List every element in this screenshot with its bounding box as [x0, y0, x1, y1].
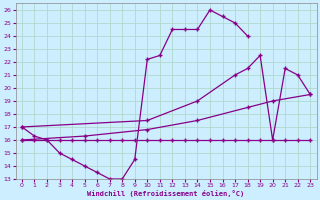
X-axis label: Windchill (Refroidissement éolien,°C): Windchill (Refroidissement éolien,°C) [87, 190, 245, 197]
